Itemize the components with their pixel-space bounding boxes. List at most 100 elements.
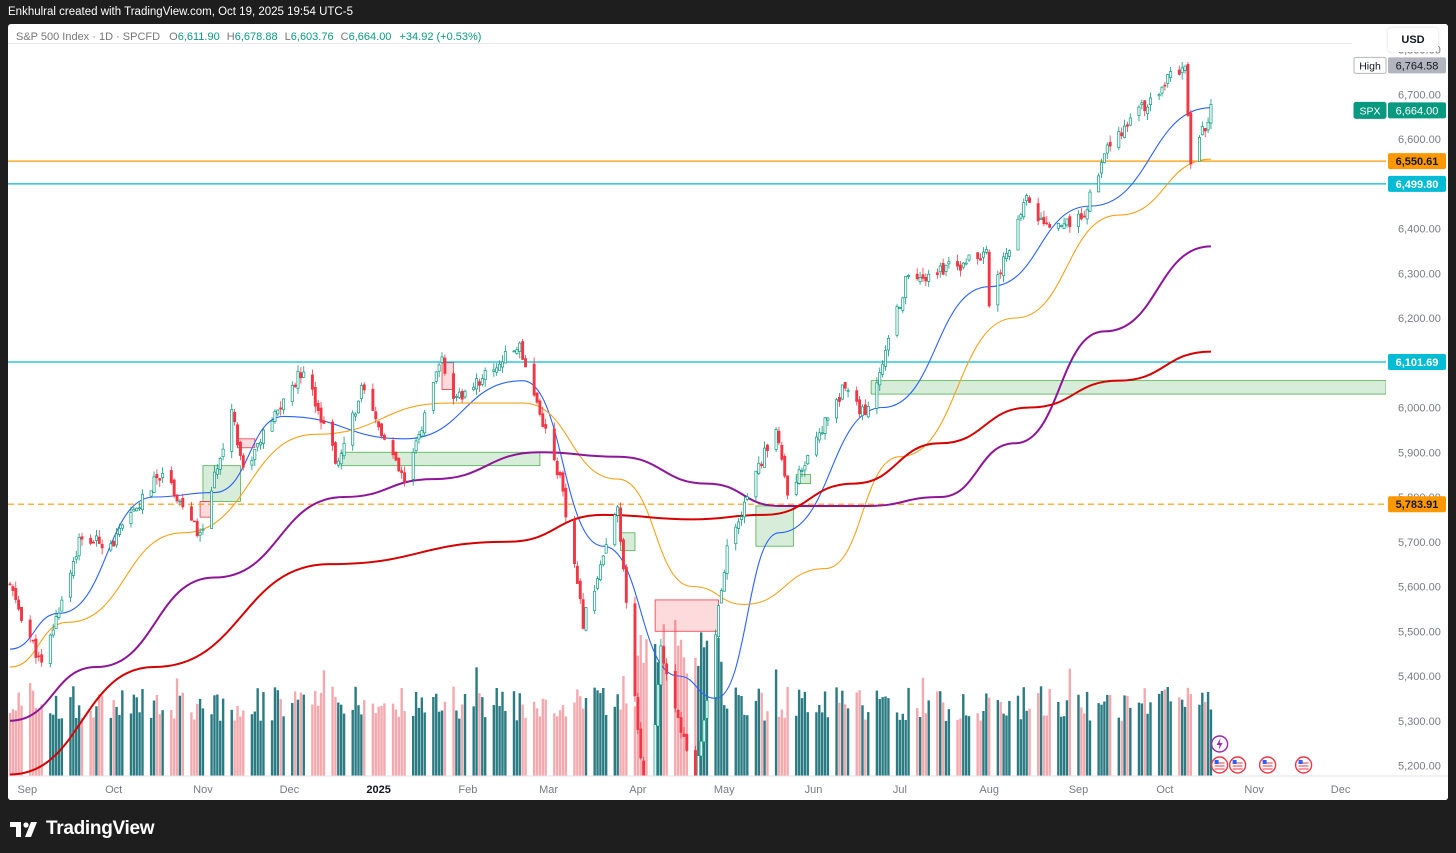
- demand-zone[interactable]: [202, 465, 241, 502]
- candle: [322, 416, 326, 425]
- volume-bar: [155, 695, 159, 776]
- moving-average-ma100[interactable]: [9, 245, 1211, 722]
- volume-bar: [921, 677, 925, 776]
- volume-bar: [377, 706, 380, 776]
- volume-bar: [1065, 700, 1069, 776]
- volume-bar: [622, 676, 625, 776]
- chart-panel[interactable]: 5,200.00 5,300.00 5,400.00 5,500.00 5,600.00…: [8, 24, 1448, 800]
- us-flag-event-icon[interactable]: [1210, 756, 1229, 774]
- time-tick-label: Nov: [1244, 784, 1264, 796]
- volume-bar: [714, 672, 717, 776]
- volume-bar: [1126, 695, 1129, 776]
- earnings-event-icon[interactable]: [1210, 735, 1229, 753]
- us-flag-event-icon[interactable]: [1258, 756, 1277, 774]
- candle: [886, 335, 890, 357]
- price-chart[interactable]: 5,200.00 5,300.00 5,400.00 5,500.00 5,600.00…: [8, 24, 1448, 800]
- volume-bar: [412, 715, 415, 776]
- candle: [1048, 221, 1052, 229]
- candle: [1149, 92, 1152, 112]
- volume-bar: [314, 690, 317, 776]
- candle: [276, 409, 280, 417]
- demand-zone[interactable]: [755, 505, 794, 547]
- volume-bar: [282, 716, 285, 776]
- volume-bar: [299, 692, 303, 776]
- volume-bar: [181, 692, 184, 776]
- candle: [1077, 210, 1080, 233]
- tradingview-logo[interactable]: TradingView: [10, 818, 155, 840]
- volume-bar: [1057, 701, 1060, 776]
- moving-average-ema20[interactable]: [9, 107, 1211, 699]
- high-price-tag: High 6,764.58: [1353, 56, 1446, 74]
- candle: [1002, 252, 1006, 283]
- volume-bar: [916, 708, 919, 776]
- volume-bar: [743, 714, 746, 776]
- price-tick-label: 6,400.00: [1398, 224, 1441, 236]
- price-tick-label: 6,200.00: [1398, 313, 1441, 325]
- candle: [979, 253, 983, 261]
- volume-bar: [602, 687, 605, 776]
- currency-button[interactable]: USD: [1388, 28, 1438, 52]
- candle: [80, 532, 84, 546]
- candle: [918, 271, 922, 285]
- volume-bar: [538, 716, 542, 776]
- volume-bar: [253, 711, 256, 776]
- volume-bar: [737, 695, 740, 776]
- candle: [717, 604, 720, 643]
- candle: [794, 475, 798, 497]
- candle: [835, 397, 839, 424]
- volume-bar: [1036, 693, 1040, 776]
- candle: [763, 441, 767, 468]
- candle: [596, 576, 599, 591]
- candle: [495, 363, 499, 376]
- volume-bar: [1100, 704, 1103, 776]
- moving-average-ema50[interactable]: [9, 158, 1211, 668]
- volume-bar: [201, 708, 205, 776]
- candle: [302, 366, 306, 378]
- moving-average-ma200[interactable]: [9, 350, 1211, 776]
- volume-bar: [458, 718, 461, 776]
- volume-bar: [440, 710, 444, 776]
- volume-bar: [1039, 686, 1043, 776]
- volume-bar: [962, 694, 965, 776]
- volume-bar: [17, 692, 20, 776]
- candle: [336, 457, 340, 468]
- volume-bar: [89, 710, 92, 776]
- volume-bar: [838, 702, 841, 776]
- candle: [1160, 86, 1164, 97]
- demand-zone[interactable]: [870, 380, 1387, 395]
- us-flag-event-icon[interactable]: [1228, 756, 1247, 774]
- candle: [656, 679, 660, 727]
- last-price-tag: SPX 6,664.00: [1353, 101, 1446, 119]
- volume-bar: [685, 673, 688, 776]
- candle: [1123, 119, 1127, 139]
- candle: [740, 511, 743, 526]
- candle: [238, 440, 242, 461]
- volume-bar: [452, 686, 455, 776]
- candle: [1079, 208, 1083, 221]
- candle: [310, 369, 314, 396]
- candle: [901, 296, 905, 313]
- candle: [97, 530, 101, 544]
- volume-bar: [1068, 668, 1072, 776]
- candle: [198, 528, 202, 542]
- volume-bar: [259, 720, 262, 776]
- candle: [944, 264, 948, 277]
- volume-bar: [1060, 716, 1063, 776]
- candle: [578, 578, 582, 604]
- candle: [152, 471, 156, 494]
- candle: [117, 523, 121, 537]
- volume-bar: [579, 696, 582, 776]
- volume-bar: [1204, 701, 1207, 776]
- footer-bar: TradingView: [0, 800, 1456, 853]
- candle: [1197, 135, 1201, 162]
- candle: [858, 396, 862, 418]
- candle: [662, 645, 666, 670]
- price-tick-label: 5,300.00: [1398, 716, 1441, 728]
- volume-bar: [460, 704, 464, 776]
- supply-zone[interactable]: [654, 599, 719, 632]
- volume-bar: [121, 690, 124, 776]
- volume-bar: [28, 683, 32, 776]
- demand-zone[interactable]: [340, 451, 541, 467]
- volume-bar: [599, 693, 602, 776]
- us-flag-event-icon[interactable]: [1294, 756, 1313, 774]
